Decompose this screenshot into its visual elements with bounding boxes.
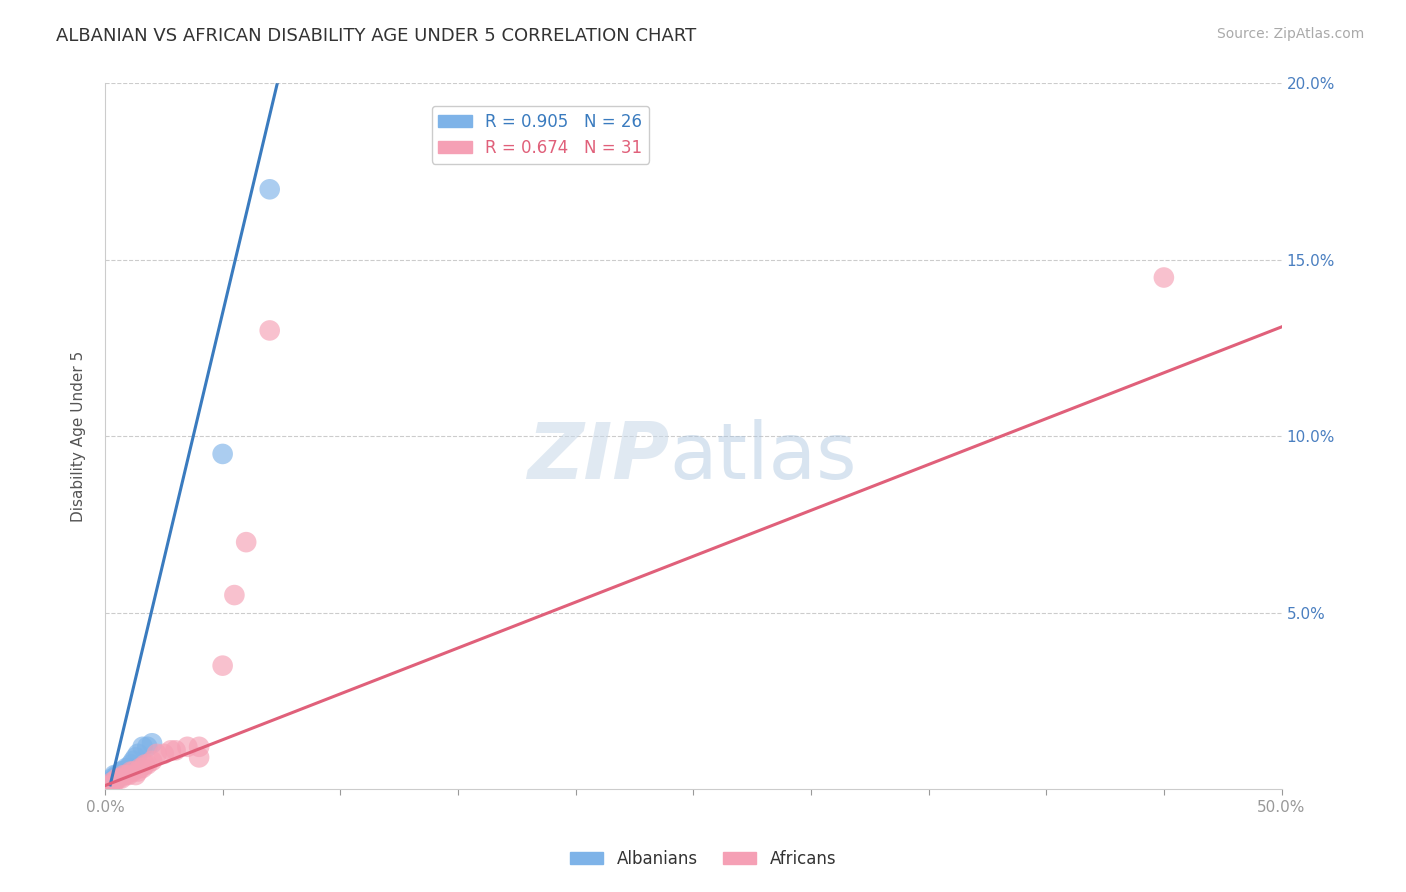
Point	[101, 775, 124, 789]
Point	[165, 743, 187, 757]
Point	[1153, 270, 1175, 285]
Point	[131, 739, 153, 754]
Point	[117, 761, 139, 775]
Point	[124, 750, 146, 764]
Point	[235, 535, 257, 549]
Text: Source: ZipAtlas.com: Source: ZipAtlas.com	[1216, 27, 1364, 41]
Point	[101, 775, 124, 789]
Point	[117, 768, 139, 782]
Point	[120, 764, 142, 779]
Point	[136, 739, 159, 754]
Point	[134, 757, 156, 772]
Point	[188, 739, 211, 754]
Point	[160, 743, 183, 757]
Point	[115, 761, 138, 775]
Legend: R = 0.905   N = 26, R = 0.674   N = 31: R = 0.905 N = 26, R = 0.674 N = 31	[432, 106, 650, 163]
Point	[110, 764, 132, 779]
Point	[101, 772, 124, 786]
Point	[122, 754, 145, 768]
Point	[120, 757, 142, 772]
Point	[110, 764, 132, 779]
Point	[259, 182, 281, 196]
Point	[108, 768, 131, 782]
Point	[259, 323, 281, 337]
Point	[124, 768, 146, 782]
Text: ALBANIAN VS AFRICAN DISABILITY AGE UNDER 5 CORRELATION CHART: ALBANIAN VS AFRICAN DISABILITY AGE UNDER…	[56, 27, 696, 45]
Point	[98, 775, 121, 789]
Point	[108, 772, 131, 786]
Point	[105, 768, 128, 782]
Point	[103, 768, 125, 782]
Point	[115, 768, 138, 782]
Point	[145, 747, 167, 761]
Point	[127, 764, 149, 779]
Point	[153, 747, 176, 761]
Point	[96, 779, 118, 793]
Point	[96, 779, 118, 793]
Point	[110, 772, 132, 786]
Point	[105, 772, 128, 786]
Point	[211, 658, 233, 673]
Point	[131, 761, 153, 775]
Point	[98, 779, 121, 793]
Legend: Albanians, Africans: Albanians, Africans	[564, 844, 842, 875]
Point	[103, 775, 125, 789]
Point	[98, 775, 121, 789]
Point	[112, 768, 135, 782]
Point	[224, 588, 246, 602]
Point	[141, 754, 163, 768]
Point	[103, 772, 125, 786]
Point	[176, 739, 198, 754]
Point	[129, 761, 152, 775]
Text: atlas: atlas	[669, 419, 858, 495]
Point	[127, 747, 149, 761]
Point	[96, 782, 118, 797]
Point	[136, 757, 159, 772]
Point	[188, 750, 211, 764]
Text: ZIP: ZIP	[527, 419, 669, 495]
Point	[98, 779, 121, 793]
Point	[105, 772, 128, 786]
Point	[122, 764, 145, 779]
Y-axis label: Disability Age Under 5: Disability Age Under 5	[72, 351, 86, 522]
Point	[141, 736, 163, 750]
Point	[112, 764, 135, 779]
Point	[211, 447, 233, 461]
